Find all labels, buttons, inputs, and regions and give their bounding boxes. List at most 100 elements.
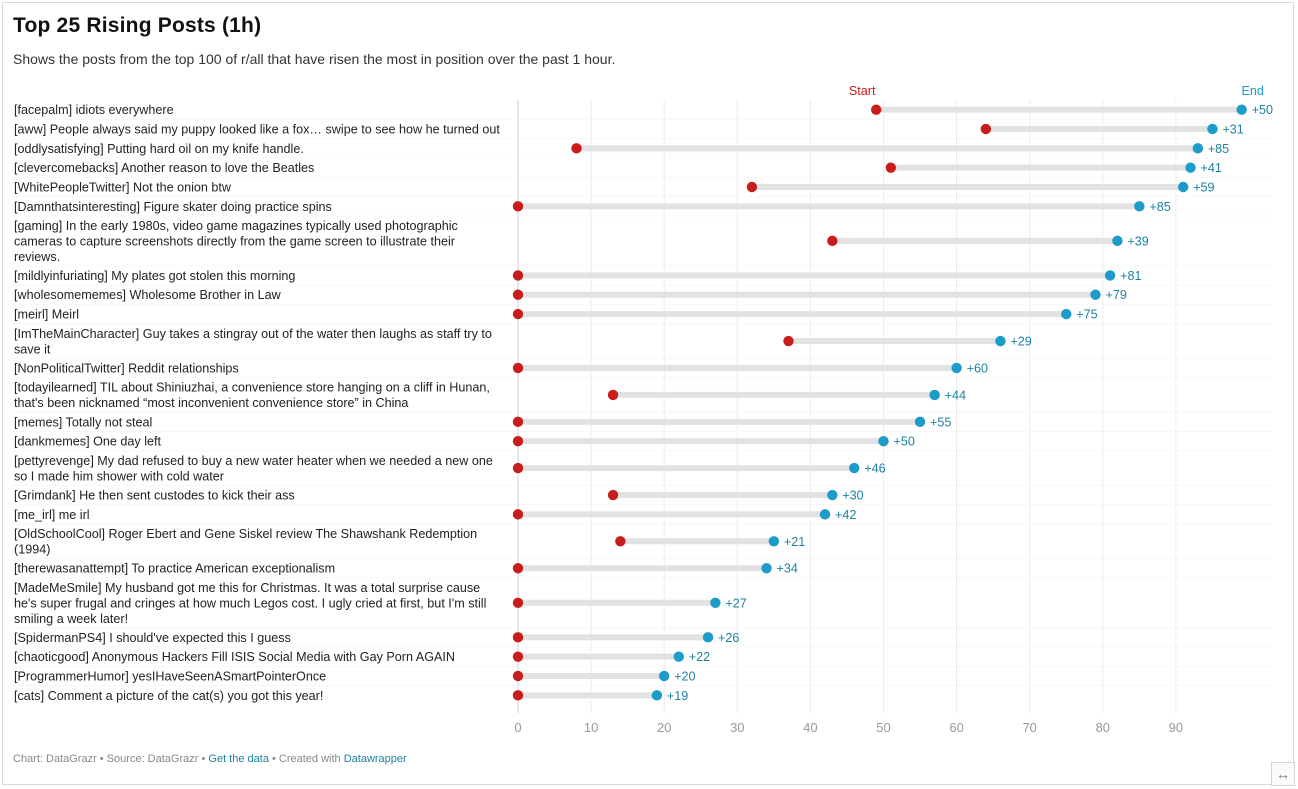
row-label: [therewasanattempt] To practice American…	[14, 562, 335, 576]
start-dot	[512, 308, 524, 320]
row-label: [memes] Totally not steal	[14, 415, 152, 429]
end-dot	[1061, 308, 1072, 320]
x-tick-label: 90	[1169, 720, 1183, 735]
end-dot	[702, 632, 714, 643]
end-dot	[659, 670, 670, 682]
footer-created-with: Created with	[278, 753, 344, 765]
end-dot	[819, 509, 831, 520]
change-label: +19	[667, 689, 688, 703]
row-label: [chaoticgood] Anonymous Hackers Fill ISI…	[14, 650, 455, 664]
datawrapper-link[interactable]: Datawrapper	[343, 753, 407, 765]
change-label: +31	[1222, 122, 1243, 136]
start-dot	[512, 462, 524, 474]
start-dot	[512, 670, 524, 682]
change-label: +34	[777, 562, 798, 576]
start-dot	[512, 416, 524, 428]
row-label: [clevercomebacks] Another reason to love…	[14, 161, 314, 175]
change-label: +41	[1201, 161, 1222, 175]
start-dot	[512, 597, 524, 608]
row-label: [WhitePeopleTwitter] Not the onion btw	[14, 180, 232, 194]
footer-source: Source: DataGrazr	[106, 753, 199, 765]
start-dot	[512, 435, 524, 447]
end-dot	[849, 462, 860, 474]
x-tick-label: 80	[1096, 720, 1110, 735]
end-dot	[951, 362, 962, 374]
change-label: +75	[1076, 308, 1097, 322]
x-tick-label: 10	[584, 720, 598, 735]
change-label: +79	[1105, 288, 1126, 302]
start-dot	[512, 651, 524, 662]
change-label: +22	[689, 650, 710, 664]
change-label: +50	[894, 435, 915, 449]
chart-subtitle: Shows the posts from the top 100 of r/al…	[13, 51, 616, 67]
resize-icon[interactable]: ↔	[1271, 762, 1295, 786]
row-label: [oddlysatisfying] Putting hard oil on my…	[14, 142, 304, 156]
start-dot	[571, 143, 582, 154]
end-dot	[1178, 181, 1189, 193]
footer-separator: •	[96, 753, 107, 765]
x-tick-label: 70	[1022, 720, 1036, 735]
x-tick-label: 40	[803, 720, 817, 735]
start-dot	[512, 201, 524, 212]
footer-separator: •	[268, 753, 279, 765]
get-data-link[interactable]: Get the data	[208, 753, 269, 765]
row-label: he's super frugal and cringes at how muc…	[14, 596, 486, 610]
end-dot	[1134, 201, 1145, 212]
row-label: [Grimdank] He then sent custodes to kick…	[14, 489, 295, 503]
footer-separator: •	[198, 753, 209, 765]
change-label: +46	[864, 462, 885, 476]
end-dot	[710, 597, 721, 608]
end-dot	[1185, 162, 1196, 173]
footer-chart-credit: Chart: DataGrazr	[13, 753, 97, 765]
row-label: [dankmemes] One day left	[14, 435, 161, 449]
start-dot	[512, 362, 524, 374]
start-dot	[512, 289, 524, 300]
end-dot	[1207, 123, 1218, 135]
change-label: +59	[1193, 180, 1214, 194]
start-dot	[607, 489, 619, 501]
end-dot	[827, 489, 838, 501]
start-dot	[885, 162, 897, 173]
start-dot	[746, 181, 758, 193]
end-dot	[1236, 104, 1247, 115]
row-label: [cats] Comment a picture of the cat(s) y…	[14, 689, 323, 703]
start-dot	[512, 632, 524, 643]
start-dot	[783, 335, 794, 347]
row-label: so I made him shower with cold water	[14, 469, 224, 483]
end-dot	[1104, 270, 1116, 281]
start-dot	[512, 563, 524, 574]
row-label: smiling a week later!	[14, 612, 128, 626]
chart-title: Top 25 Rising Posts (1h)	[13, 14, 262, 37]
change-label: +44	[945, 388, 966, 402]
row-label: [ProgrammerHumor] yesIHaveSeenASmartPoin…	[14, 670, 326, 684]
change-label: +85	[1149, 200, 1170, 214]
start-dot	[827, 235, 838, 247]
change-label: +20	[674, 670, 695, 684]
change-label: +27	[725, 596, 746, 610]
start-dot	[615, 536, 626, 547]
row-label: [OldSchoolCool] Roger Ebert and Gene Sis…	[14, 527, 477, 541]
row-label: [meirl] Meirl	[14, 308, 79, 322]
end-dot	[673, 651, 685, 662]
row-label: [gaming] In the early 1980s, video game …	[14, 219, 458, 233]
change-label: +42	[835, 508, 856, 522]
row-label: [pettyrevenge] My dad refused to buy a n…	[14, 454, 493, 468]
row-label: reviews.	[14, 250, 60, 264]
start-dot	[512, 270, 524, 281]
chart-footer: Chart: DataGrazr • Source: DataGrazr • G…	[13, 753, 407, 765]
end-dot	[768, 536, 780, 547]
row-label: [MadeMeSmile] My husband got me this for…	[14, 581, 480, 595]
end-dot	[929, 389, 940, 401]
x-tick-label: 30	[730, 720, 744, 735]
end-dot	[1112, 235, 1123, 247]
start-dot	[512, 690, 524, 701]
start-dot	[607, 389, 619, 401]
start-dot	[512, 509, 524, 520]
change-label: +85	[1208, 142, 1229, 156]
end-dot	[1192, 143, 1204, 154]
change-label: +29	[1010, 335, 1031, 349]
row-label: [me_irl] me irl	[14, 508, 90, 522]
row-label: [todayilearned] TIL about Shiniuzhai, a …	[14, 381, 490, 395]
change-label: +30	[842, 489, 863, 503]
